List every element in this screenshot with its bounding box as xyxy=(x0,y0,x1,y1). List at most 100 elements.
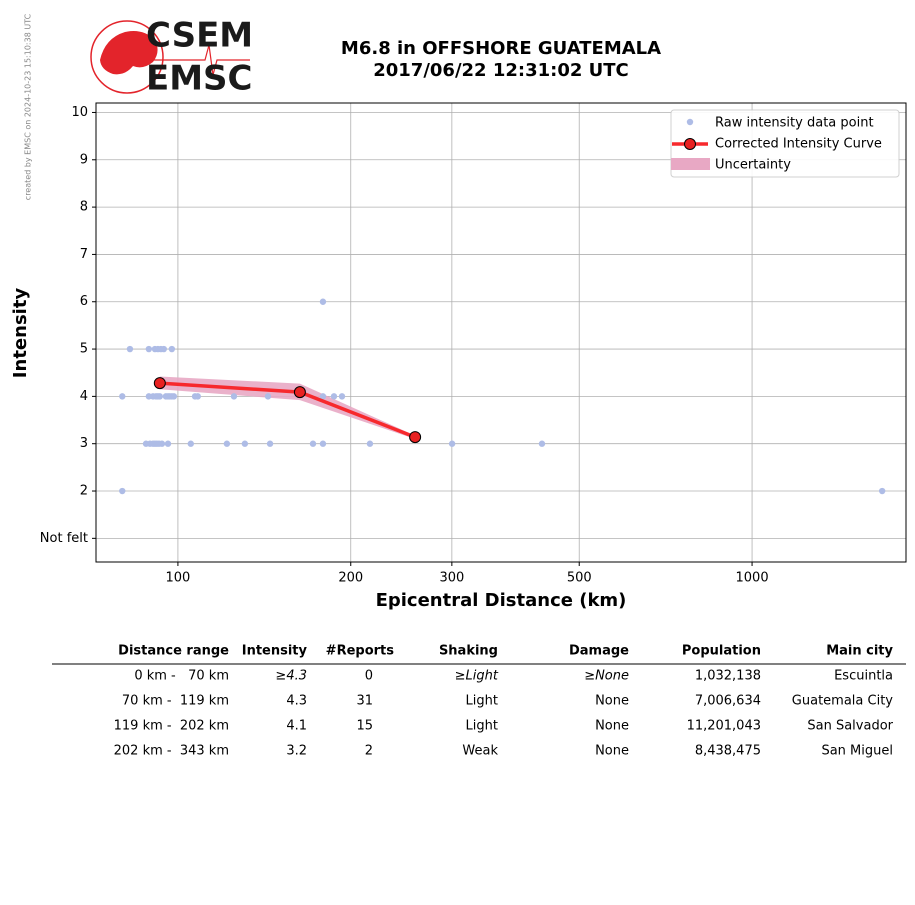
curve-marker xyxy=(293,386,306,399)
table-cell: Light xyxy=(466,694,498,709)
curve-marker xyxy=(153,377,166,390)
table-cell: 7,006,634 xyxy=(695,694,761,709)
data-point xyxy=(309,440,317,447)
y-tick-label: 10 xyxy=(71,105,88,120)
legend-label: Corrected Intensity Curve xyxy=(715,137,882,152)
data-point xyxy=(330,393,338,400)
table-cell: None xyxy=(595,694,629,709)
table-cell: 11,201,043 xyxy=(687,719,761,734)
data-point xyxy=(223,440,231,447)
data-point xyxy=(119,393,126,400)
table-cell: 8,438,475 xyxy=(695,744,761,759)
x-tick-label: 200 xyxy=(338,571,363,586)
table-cell: 70 km - 119 km xyxy=(122,694,229,709)
data-point xyxy=(187,440,194,447)
table-cell: Light xyxy=(466,719,498,734)
y-tick-label: 5 xyxy=(80,342,88,357)
data-point xyxy=(241,440,249,447)
logo: CSEM EMSC xyxy=(90,16,253,99)
logo-wave xyxy=(150,44,250,76)
data-point xyxy=(538,440,546,447)
table-header: Population xyxy=(682,644,761,659)
plot: Not felt 2 3 4 5 6 7 8 9 10 100 200 300 500 1000 Raw in… xyxy=(40,102,907,586)
curve-marker xyxy=(409,431,422,444)
y-tick-label: 9 xyxy=(80,152,88,167)
uncertainty-band xyxy=(159,376,416,439)
logo-ring xyxy=(90,20,164,94)
legend-box xyxy=(670,109,900,178)
table-header: #Reports xyxy=(326,644,395,659)
x-tick-label: 300 xyxy=(439,571,464,586)
table-cell: 31 xyxy=(356,694,373,709)
data-point xyxy=(126,345,134,353)
chart-title: M6.8 in OFFSHORE GUATEMALA xyxy=(341,38,661,59)
data-point xyxy=(319,393,327,400)
y-tick-label: 8 xyxy=(80,200,88,215)
table-cell: Weak xyxy=(462,744,498,759)
table-cell: ≥Light xyxy=(455,669,499,684)
legend-label: Uncertainty xyxy=(715,158,791,173)
table-cell: ≥4.3 xyxy=(275,669,307,684)
x-axis-label: Epicentral Distance (km) xyxy=(376,590,627,611)
table-cell: 3.2 xyxy=(286,744,307,759)
y-tick-label: 4 xyxy=(80,389,88,404)
logo-top: CSEM xyxy=(146,16,253,56)
y-axis-label: Intensity xyxy=(10,288,31,379)
table-header: Intensity xyxy=(242,644,308,659)
data-point xyxy=(119,487,126,495)
table-header: Damage xyxy=(569,644,629,659)
y-tick-label: 6 xyxy=(80,294,88,309)
table: Distance range Intensity #Reports Shaking Da… xyxy=(52,644,906,759)
data-point xyxy=(366,440,374,447)
table-header: Distance range xyxy=(118,644,229,659)
table-cell: 119 km - 202 km xyxy=(114,719,229,734)
table-cell: ≥None xyxy=(584,669,629,684)
data-point xyxy=(338,393,346,400)
data-point xyxy=(194,393,201,400)
data-point xyxy=(158,440,166,447)
chart-subtitle: 2017/06/22 12:31:02 UTC xyxy=(373,60,629,81)
x-tick-label: 500 xyxy=(567,571,592,586)
legend-swatch xyxy=(686,118,694,126)
data-point xyxy=(878,487,886,495)
legend-label: Raw intensity data point xyxy=(715,116,874,131)
data-point xyxy=(160,345,168,353)
legend-swatch xyxy=(684,138,696,150)
table-cell: 4.1 xyxy=(286,719,307,734)
data-point xyxy=(448,440,456,447)
data-point xyxy=(170,393,178,400)
x-tick-label: 100 xyxy=(165,571,190,586)
y-tick-label: Not felt xyxy=(40,531,88,546)
data-point xyxy=(156,393,164,400)
table-cell: Guatemala City xyxy=(792,694,894,709)
data-point xyxy=(164,440,172,447)
legend-swatch xyxy=(671,158,710,170)
table-cell: None xyxy=(595,744,629,759)
credit: created by EMSC on 2024-10-23 15:10:38 U… xyxy=(24,13,33,200)
data-point xyxy=(264,393,272,400)
table-cell: 2 xyxy=(365,744,373,759)
y-tick-label: 2 xyxy=(80,484,88,499)
table-header: Shaking xyxy=(439,644,498,659)
data-point xyxy=(266,440,274,447)
table-cell: 15 xyxy=(356,719,373,734)
data-point xyxy=(168,345,176,353)
x-tick-label: 1000 xyxy=(736,571,769,586)
y-tick-label: 3 xyxy=(80,436,88,451)
logo-globe xyxy=(100,31,158,75)
table-cell: 1,032,138 xyxy=(695,669,761,684)
data-point xyxy=(319,298,327,305)
table-cell: 0 xyxy=(365,669,373,684)
plot-frame xyxy=(95,102,907,563)
data-point xyxy=(230,393,238,400)
logo-bottom: EMSC xyxy=(146,59,253,99)
table-cell: 4.3 xyxy=(286,694,307,709)
table-cell: San Miguel xyxy=(821,744,893,759)
table-cell: 202 km - 343 km xyxy=(114,744,229,759)
data-point xyxy=(145,345,153,353)
data-point xyxy=(319,440,327,447)
y-tick-label: 7 xyxy=(80,247,88,262)
table-header: Main city xyxy=(826,644,893,659)
table-cell: San Salvador xyxy=(807,719,893,734)
